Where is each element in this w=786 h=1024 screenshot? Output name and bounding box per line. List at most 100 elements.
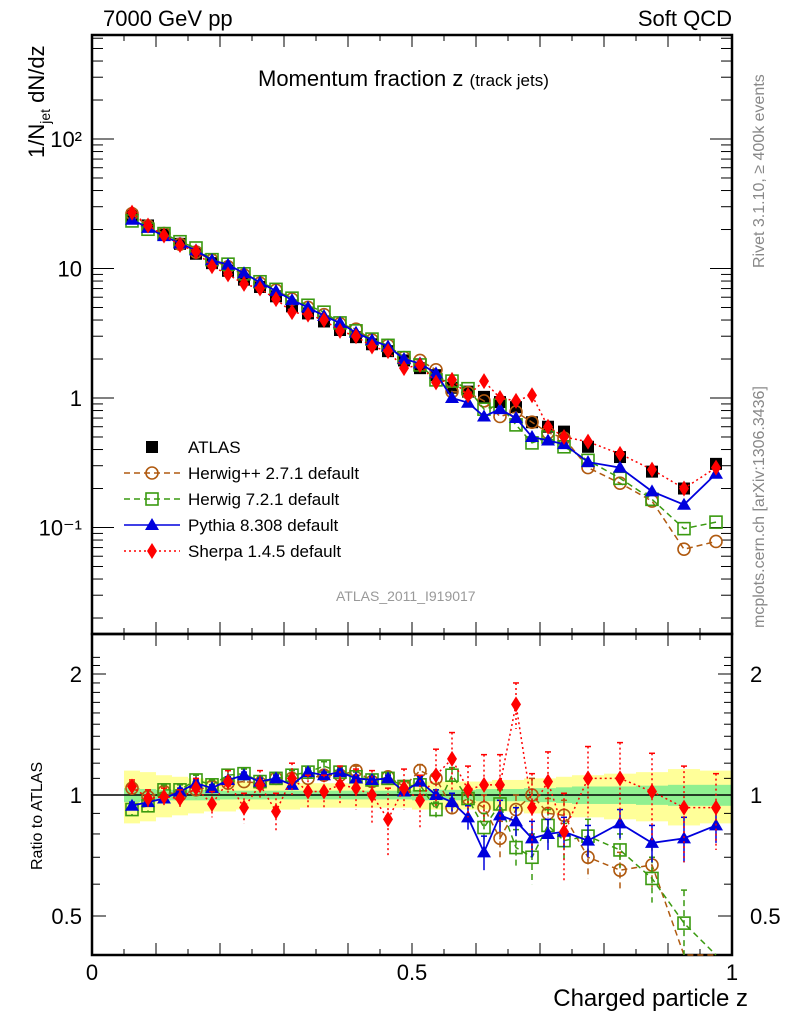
legend-label-herwig-7-2-1-default: Herwig 7.2.1 default: [188, 490, 339, 509]
main-point-sherpa-1-4-5-default: [543, 418, 553, 435]
main-point-sherpa-1-4-5-default: [495, 390, 505, 406]
ratio-point-pythia-8-308-default: [429, 788, 443, 800]
main-point-sherpa-1-4-5-default: [431, 374, 441, 391]
ratio-point-herwig-7-2-1-default: [477, 820, 491, 835]
analysis-id: ATLAS_2011_I919017: [336, 588, 476, 604]
main-point-sherpa-1-4-5-default: [351, 328, 361, 345]
main-point-herwig-2-7-1-default: [677, 542, 691, 556]
main-point-sherpa-1-4-5-default: [711, 459, 721, 476]
main-point-pythia-8-308-default: [301, 300, 315, 313]
ratio-point-herwig-2-7-1-default: [493, 831, 507, 846]
ratio-point-sherpa-1-4-5-default: [711, 799, 721, 816]
main-point-pythia-8-308-default: [445, 391, 459, 403]
ratio-point-sherpa-1-4-5-default: [303, 783, 313, 800]
ratio-point-sherpa-1-4-5-default: [335, 776, 345, 793]
ratio-point-sherpa-1-4-5-default: [647, 783, 657, 800]
main-point-pythia-8-308-default: [613, 460, 627, 473]
ratio-series-sherpa-1-4-5-default: [127, 682, 721, 882]
main-point-sherpa-1-4-5-default: [679, 480, 689, 497]
ratio-point-pythia-8-308-default: [301, 765, 315, 778]
ratio-point-sherpa-1-4-5-default: [463, 781, 473, 798]
main-point-pythia-8-308-default: [269, 284, 283, 297]
ratio-y-tick-label: 0.5: [51, 904, 82, 929]
rivet-label: Rivet 3.1.10, ≥ 400k events: [751, 74, 768, 268]
ratio-y-tick-label: 1: [70, 783, 82, 808]
main-point-sherpa-1-4-5-default: [127, 204, 137, 221]
ratio-point-herwig-7-2-1-default: [613, 843, 627, 857]
main-point-sherpa-1-4-5-default: [615, 445, 625, 462]
main-point-pythia-8-308-default: [677, 497, 691, 510]
plot-title: Momentum fraction z (track jets): [258, 66, 549, 92]
ratio-point-pythia-8-308-default: [493, 808, 507, 821]
main-point-sherpa-1-4-5-default: [583, 433, 593, 450]
ratio-point-sherpa-1-4-5-default: [367, 787, 377, 803]
ratio-point-sherpa-1-4-5-default: [287, 770, 297, 787]
ratio-point-sherpa-1-4-5-default: [351, 780, 361, 797]
ratio-point-sherpa-1-4-5-default: [159, 788, 169, 805]
main-point-sherpa-1-4-5-default: [367, 338, 377, 355]
main-point-pythia-8-308-default: [397, 352, 411, 365]
mcplots-label: mcplots.cern.ch [arXiv:1306.3436]: [751, 386, 768, 628]
legend-label-herwig-2-7-1-default: Herwig++ 2.7.1 default: [188, 464, 359, 483]
main-point-sherpa-1-4-5-default: [175, 236, 185, 253]
category-label: Soft QCD: [637, 6, 732, 31]
main-point-sherpa-1-4-5-default: [271, 291, 281, 308]
main-point-herwig-2-7-1-default: [525, 415, 539, 430]
main-point-sherpa-1-4-5-default: [159, 227, 169, 244]
main-point-sherpa-1-4-5-default: [383, 343, 393, 360]
ratio-point-sherpa-1-4-5-default: [255, 776, 265, 793]
ratio-point-herwig-7-2-1-default: [429, 802, 443, 817]
ratio-point-sherpa-1-4-5-default: [127, 778, 137, 795]
main-point-pythia-8-308-default: [333, 315, 347, 328]
main-point-sherpa-1-4-5-default: [559, 428, 569, 445]
ratio-point-sherpa-1-4-5-default: [239, 799, 249, 816]
legend-marker-herwig-2-7-1-default: [145, 466, 159, 480]
main-point-sherpa-1-4-5-default: [335, 322, 345, 339]
ratio-point-pythia-8-308-default: [381, 771, 395, 784]
energy-label: 7000 GeV pp: [103, 6, 233, 31]
main-point-sherpa-1-4-5-default: [239, 275, 249, 292]
ratio-y-axis-label: Ratio to ATLAS: [29, 762, 46, 870]
ratio-point-pythia-8-308-default: [205, 781, 219, 794]
main-point-sherpa-1-4-5-default: [463, 387, 473, 404]
legend-label-sherpa-1-4-5-default: Sherpa 1.4.5 default: [188, 542, 341, 561]
main-point-sherpa-1-4-5-default: [511, 392, 521, 409]
ratio-point-sherpa-1-4-5-default: [479, 776, 489, 793]
y-axis-label: 1/Njet dN/dz: [24, 45, 53, 158]
main-point-pythia-8-308-default: [493, 402, 507, 415]
ratio-point-pythia-8-308-default: [525, 831, 539, 844]
legend-marker-sherpa-1-4-5-default: [147, 543, 157, 559]
x-axis-label: Charged particle z: [553, 985, 748, 1012]
main-point-pythia-8-308-default: [221, 257, 235, 270]
main-point-pythia-8-308-default: [429, 366, 443, 379]
legend-marker-pythia-8-308-default: [145, 518, 159, 530]
ratio-point-sherpa-1-4-5-default: [319, 783, 329, 800]
ratio-point-sherpa-1-4-5-default: [615, 770, 625, 787]
legend-marker-atlas: [146, 441, 158, 453]
main-point-pythia-8-308-default: [525, 429, 539, 442]
x-tick-label: 0.5: [397, 960, 428, 985]
ratio-y-tick-label-right: 1: [750, 783, 762, 808]
x-tick-label: 0: [86, 960, 98, 985]
ratio-point-pythia-8-308-default: [477, 845, 491, 858]
ratio-point-herwig-7-2-1-default: [509, 840, 523, 855]
main-point-sherpa-1-4-5-default: [287, 304, 297, 321]
main-point-pythia-8-308-default: [285, 293, 299, 306]
ratio-point-pythia-8-308-default: [125, 798, 139, 811]
ratio-point-sherpa-1-4-5-default: [447, 750, 457, 767]
main-point-pythia-8-308-default: [237, 266, 251, 279]
main-point-sherpa-1-4-5-default: [447, 371, 457, 388]
ratio-point-sherpa-1-4-5-default: [495, 776, 505, 793]
x-tick-label: 1: [726, 960, 738, 985]
y-tick-label: 10²: [50, 127, 82, 152]
main-point-sherpa-1-4-5-default: [399, 360, 409, 377]
ratio-y-tick-label-right: 2: [750, 662, 762, 687]
legend-marker-herwig-7-2-1-default: [145, 492, 159, 506]
ratio-point-sherpa-1-4-5-default: [543, 773, 553, 790]
ratio-point-sherpa-1-4-5-default: [175, 790, 185, 807]
ratio-point-pythia-8-308-default: [613, 816, 627, 829]
legend-label-pythia-8-308-default: Pythia 8.308 default: [188, 516, 339, 535]
main-point-sherpa-1-4-5-default: [191, 243, 201, 260]
plot-title-main: Momentum fraction z: [258, 66, 464, 91]
main-point-herwig-2-7-1-default: [709, 534, 723, 549]
